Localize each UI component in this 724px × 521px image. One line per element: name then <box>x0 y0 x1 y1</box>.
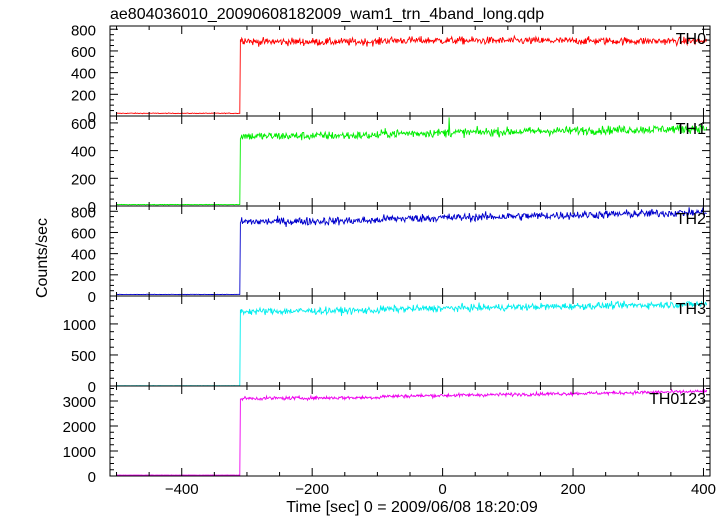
series-line-th0 <box>116 34 708 115</box>
series-line-th3 <box>116 300 708 387</box>
y-tick-label: 400 <box>71 66 96 83</box>
series-line-th2 <box>116 207 707 296</box>
y-tick-label: 200 <box>71 171 96 188</box>
y-tick-label: 400 <box>71 144 96 161</box>
y-tick-label: 800 <box>71 204 96 221</box>
x-tick-label: 200 <box>561 481 586 498</box>
panel-th3: 0 500 1000 TH3 <box>63 295 711 396</box>
y-tick-label: 600 <box>71 116 96 133</box>
panel-th0123: 0 1000 2000 3000 TH0123 <box>63 385 711 486</box>
y-tick-label: 600 <box>71 225 96 242</box>
chart-title: ae804036010_20090608182009_wam1_trn_4ban… <box>110 6 544 23</box>
series-label-th3: TH3 <box>676 301 706 318</box>
y-tick-label: 1000 <box>63 317 96 334</box>
y-tick-label: 0 <box>88 469 96 486</box>
panel-frame <box>109 385 711 477</box>
series-line-th1 <box>116 117 708 206</box>
y-tick-label: 800 <box>71 22 96 39</box>
y-tick-label: 3000 <box>63 394 96 411</box>
y-tick-label: 0 <box>88 109 96 126</box>
x-tick-label: −200 <box>295 481 329 498</box>
y-tick-label: 0 <box>88 379 96 396</box>
panel-th0: 0 200 400 600 800 TH0 <box>71 22 711 126</box>
y-tick-label: 1000 <box>63 444 96 461</box>
series-line-th0123 <box>116 388 708 476</box>
y-tick-label: 500 <box>71 348 96 365</box>
series-label-th2: TH2 <box>676 211 706 228</box>
y-tick-label: 400 <box>71 247 96 264</box>
y-tick-label: 0 <box>88 199 96 216</box>
panels-group: 0 200 400 600 800 TH0 0 200 400 600 TH1 0 200 400 600 8… <box>63 22 716 498</box>
series-label-th0123: TH0123 <box>649 391 706 408</box>
panel-frame <box>109 295 711 387</box>
series-label-th1: TH1 <box>676 121 706 138</box>
x-axis-label: Time [sec] 0 = 2009/06/08 18:20:09 <box>286 499 538 516</box>
y-axis-label: Counts/sec <box>34 218 51 298</box>
y-tick-label: 200 <box>71 87 96 104</box>
y-tick-label: 2000 <box>63 419 96 436</box>
y-tick-label: 200 <box>71 268 96 285</box>
x-tick-label: −400 <box>165 481 199 498</box>
y-tick-label: 600 <box>71 44 96 61</box>
series-label-th0: TH0 <box>676 31 706 48</box>
y-tick-label: 0 <box>88 289 96 306</box>
panel-th2: 0 200 400 600 800 TH2 <box>71 204 711 306</box>
panel-th1: 0 200 400 600 TH1 <box>71 115 711 216</box>
x-tick-label: 0 <box>438 481 446 498</box>
x-tick-label: 400 <box>691 481 716 498</box>
